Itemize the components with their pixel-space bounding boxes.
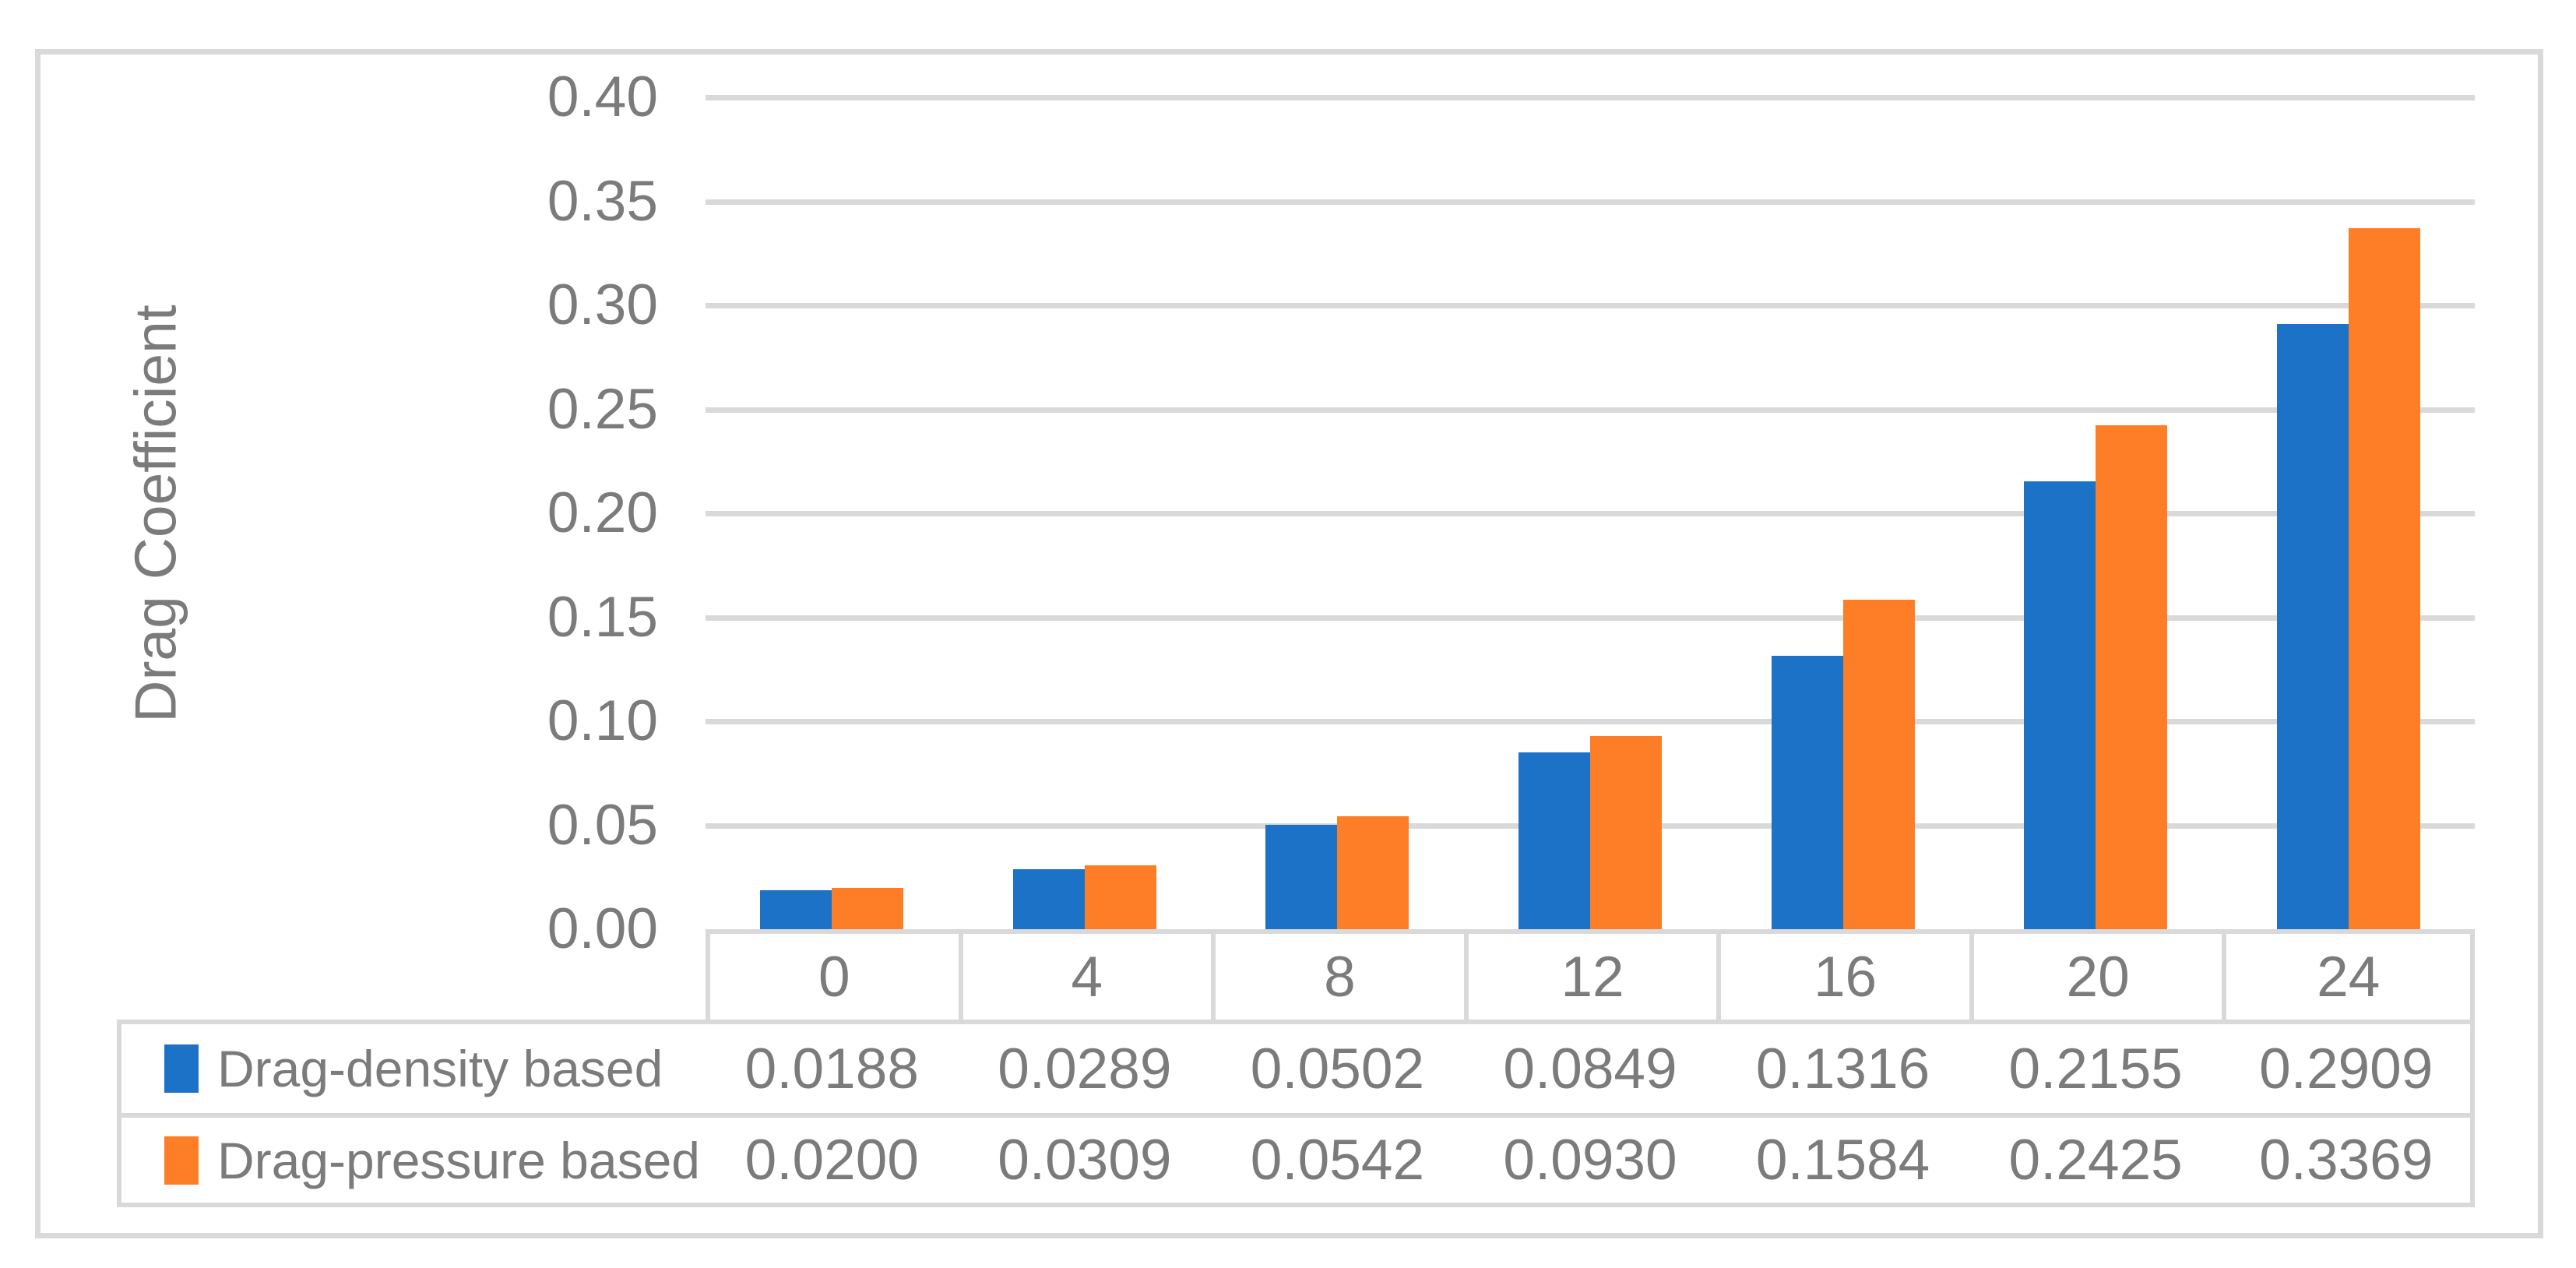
category-header-cell: 16	[1716, 929, 1969, 1020]
y-tick-label: 0.25	[547, 377, 658, 441]
bar-s0-x24	[2276, 324, 2349, 929]
value-cell: 0.2425	[1969, 1113, 2222, 1207]
gridline	[706, 199, 2475, 205]
category-header-cell: 20	[1969, 929, 2222, 1020]
value-cell: 0.0289	[958, 1020, 1212, 1113]
bar-group-4	[959, 97, 1212, 929]
bar-group-12	[1464, 97, 1717, 929]
bar-group-20	[1969, 97, 2222, 929]
category-header-cell: 12	[1463, 929, 1717, 1020]
bar-s0-x20	[2024, 481, 2096, 929]
data-table: 0 4 8 12 16 20 24 Drag-density based 0.0188 0.028…	[117, 929, 2475, 1207]
table-corner-empty	[117, 929, 706, 1020]
bar-s0-x0	[760, 889, 832, 929]
bar-s1-x16	[1842, 600, 1915, 929]
gridline	[706, 511, 2475, 516]
gridline	[706, 95, 2475, 100]
bar-s0-x12	[1519, 752, 1591, 929]
value-cell: 0.1316	[1716, 1020, 1969, 1113]
bar-group-24	[2222, 97, 2475, 929]
gridline	[706, 303, 2475, 308]
value-cell: 0.1584	[1716, 1113, 1969, 1207]
value-cell: 0.2909	[2222, 1020, 2475, 1113]
bar-s1-x8	[1337, 816, 1409, 929]
value-cell: 0.2155	[1969, 1020, 2222, 1113]
category-header-cell: 0	[706, 929, 959, 1020]
y-tick-label: 0.35	[547, 169, 658, 233]
gridline	[706, 615, 2475, 621]
bar-s0-x16	[1771, 655, 1843, 929]
legend-cell: Drag-pressure based	[117, 1113, 706, 1207]
bar-group-0	[706, 97, 959, 929]
y-tick-label: 0.00	[547, 897, 658, 960]
bar-s0-x8	[1265, 824, 1338, 929]
value-cell: 0.0849	[1463, 1020, 1717, 1113]
legend-cell: Drag-density based	[117, 1020, 706, 1113]
y-tick-label: 0.30	[547, 273, 658, 336]
y-tick-label: 0.15	[547, 585, 658, 649]
bar-s1-x0	[832, 887, 904, 929]
bar-s1-x4	[1084, 865, 1156, 929]
legend-swatch-icon	[164, 1136, 199, 1185]
gridline	[706, 719, 2475, 724]
bar-group-16	[1716, 97, 1969, 929]
value-cell: 0.0200	[706, 1113, 959, 1207]
y-tick-label: 0.10	[547, 689, 658, 752]
bar-group-8	[1211, 97, 1464, 929]
legend-swatch-icon	[164, 1044, 199, 1093]
plot-area	[706, 95, 2475, 929]
bar-s1-x24	[2348, 228, 2420, 929]
y-axis-title: Drag Coefficient	[122, 305, 188, 723]
category-header-cell: 8	[1211, 929, 1464, 1020]
bar-s1-x12	[1590, 735, 1663, 929]
bar-s1-x20	[2096, 424, 2168, 929]
value-cell: 0.3369	[2222, 1113, 2475, 1207]
y-tick-label: 0.20	[547, 481, 658, 544]
value-cell: 0.0502	[1211, 1020, 1464, 1113]
bar-s0-x4	[1012, 868, 1085, 929]
gridline	[706, 407, 2475, 413]
bar-groups	[706, 97, 2475, 929]
y-tick-label: 0.05	[547, 793, 658, 857]
legend-label: Drag-density based	[217, 1040, 663, 1097]
value-cell: 0.0309	[958, 1113, 1212, 1207]
y-tick-label: 0.40	[547, 65, 658, 129]
value-cell: 0.0930	[1463, 1113, 1717, 1207]
legend-label: Drag-pressure based	[217, 1131, 700, 1189]
value-cell: 0.0188	[706, 1020, 959, 1113]
value-cell: 0.0542	[1211, 1113, 1464, 1207]
category-header-cell: 24	[2222, 929, 2475, 1020]
category-header-cell: 4	[958, 929, 1212, 1020]
